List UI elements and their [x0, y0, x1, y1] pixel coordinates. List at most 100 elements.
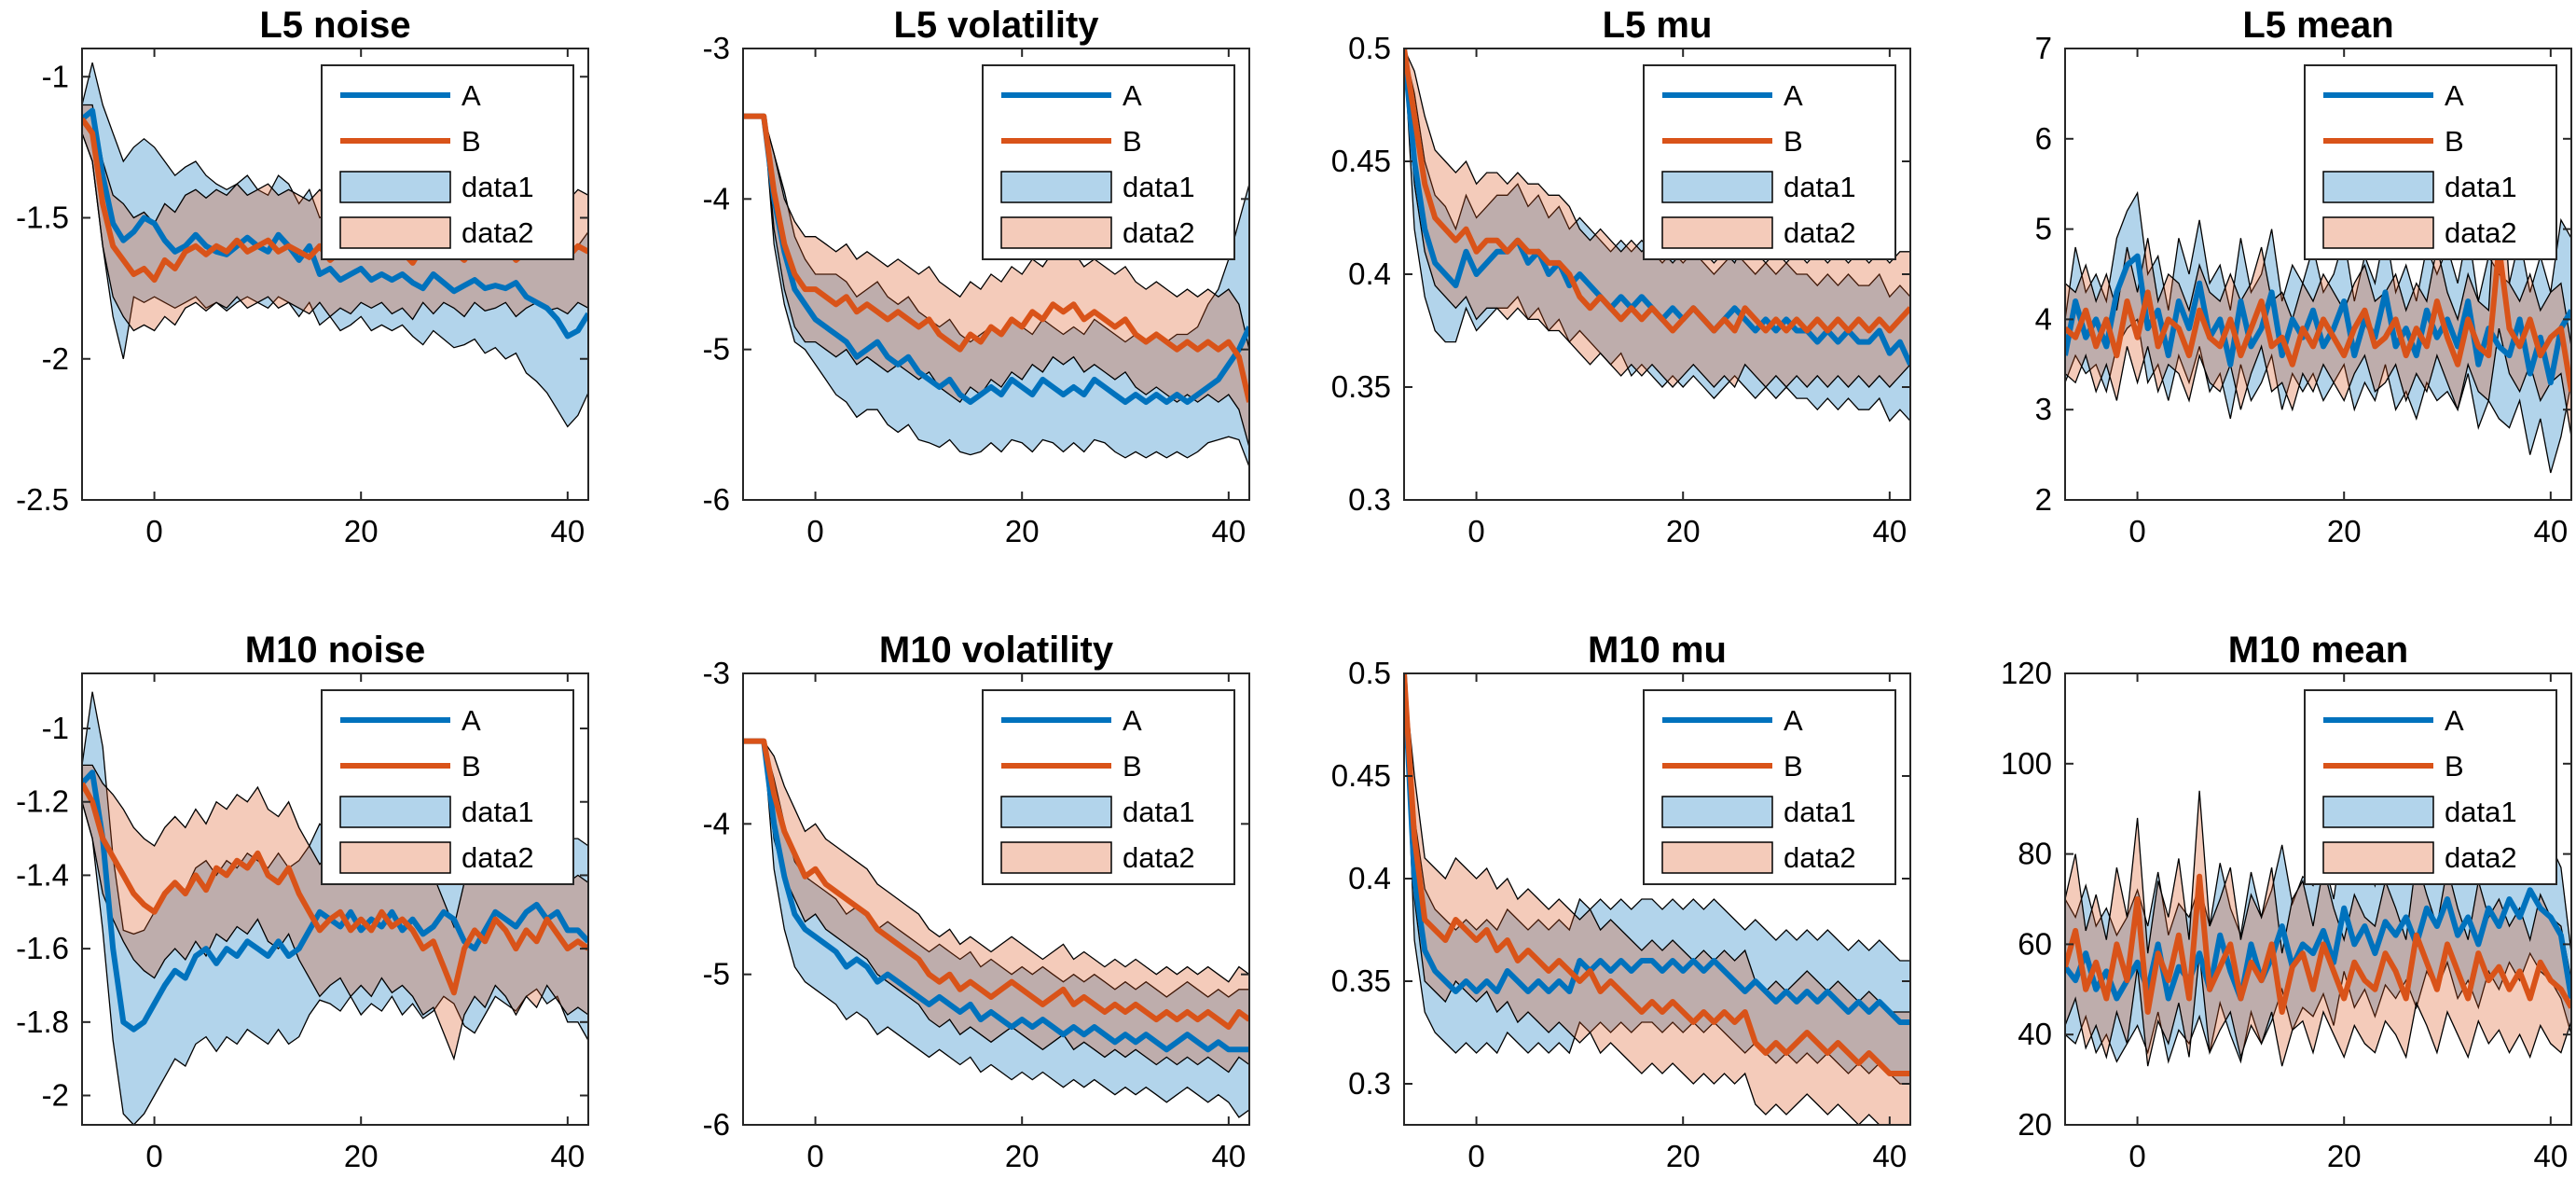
- legend-label-data2: data2: [1784, 216, 1856, 249]
- y-tick-label: 80: [2018, 837, 2052, 871]
- x-tick-label: 40: [550, 1139, 585, 1173]
- band-data2: [743, 740, 1249, 1074]
- x-tick-label: 20: [1005, 1139, 1040, 1173]
- x-tick-label: 40: [1872, 514, 1907, 548]
- series-line-A: [2065, 887, 2571, 1002]
- plot-area: [1404, 49, 1910, 423]
- legend-swatch-data2: [339, 216, 451, 249]
- y-tick-label: -5: [703, 332, 730, 367]
- y-tick-label: 0.45: [1331, 758, 1391, 793]
- y-tick-label: -2: [42, 1078, 69, 1113]
- x-tick-label: 20: [1005, 514, 1040, 548]
- panel-title: L5 noise: [259, 5, 410, 46]
- legend-label-A: A: [2445, 79, 2464, 112]
- axes-box: [81, 48, 589, 501]
- y-tick-label: 0.3: [1348, 482, 1391, 517]
- y-tick-label: 0.4: [1348, 256, 1391, 291]
- y-tick-label: 60: [2018, 926, 2052, 961]
- series-line-B: [2065, 244, 2571, 393]
- legend-swatch-data1: [1000, 171, 1112, 203]
- legend-swatch-data2: [1661, 841, 1773, 874]
- legend-label-data2: data2: [1784, 841, 1856, 874]
- y-tick-label: 0.35: [1331, 369, 1391, 404]
- plot-area: [1404, 673, 1910, 1125]
- x-tick-label: 0: [806, 1139, 823, 1173]
- y-tick-label: 2: [2035, 482, 2052, 517]
- series-line-A: [743, 738, 1249, 1053]
- y-tick-label: -2: [42, 341, 69, 376]
- legend-swatch-data1: [1000, 796, 1112, 828]
- legend-label-data2: data2: [2445, 216, 2517, 249]
- y-tick-label: 0.5: [1348, 31, 1391, 65]
- legend-label-data1: data1: [2445, 796, 2517, 828]
- y-tick-label: 100: [2001, 746, 2052, 781]
- y-tick-label: -1.2: [16, 784, 69, 819]
- axes-box: [742, 672, 1250, 1126]
- legend-label-data2: data2: [1123, 841, 1195, 874]
- y-tick-label: 0.4: [1348, 861, 1391, 895]
- y-tick-label: -1.5: [16, 201, 69, 235]
- legend-label-data2: data2: [1123, 216, 1195, 249]
- y-tick-label: 5: [2035, 212, 2052, 246]
- axes-box: [81, 672, 589, 1126]
- legend-swatch-data1: [1661, 796, 1773, 828]
- panel-title: M10 noise: [245, 630, 425, 671]
- x-tick-label: 40: [1211, 514, 1246, 548]
- plot-area: [743, 738, 1249, 1118]
- panel-title: L5 mu: [1603, 5, 1713, 46]
- plot-area: [82, 691, 588, 1125]
- legend-label-A: A: [1123, 704, 1142, 737]
- band-data2: [743, 115, 1249, 448]
- band-data2: [82, 764, 588, 1061]
- y-tick-label: 40: [2018, 1017, 2052, 1051]
- y-tick-label: -2.5: [16, 482, 69, 517]
- legend-label-data1: data1: [1123, 171, 1195, 203]
- x-tick-label: 20: [344, 1139, 379, 1173]
- x-tick-label: 0: [806, 514, 823, 548]
- legend-swatch-data1: [339, 171, 451, 203]
- band-data1: [743, 115, 1249, 467]
- legend-label-A: A: [1123, 79, 1142, 112]
- x-tick-label: 0: [1467, 1139, 1484, 1173]
- x-tick-label: 20: [2327, 514, 2362, 548]
- legend-label-B: B: [2445, 125, 2464, 158]
- x-tick-label: 0: [1467, 514, 1484, 548]
- legend-swatch-data2: [1000, 841, 1112, 874]
- band-data2: [1404, 673, 1910, 1125]
- panel-title: L5 mean: [2242, 5, 2393, 46]
- y-tick-label: 0.3: [1348, 1066, 1391, 1101]
- legend-label-data2: data2: [461, 216, 534, 249]
- x-tick-label: 40: [1211, 1139, 1246, 1173]
- x-tick-label: 0: [145, 514, 162, 548]
- legend-label-A: A: [461, 79, 481, 112]
- y-tick-label: -4: [703, 806, 730, 840]
- y-tick-label: -5: [703, 957, 730, 991]
- y-tick-label: -1: [42, 59, 69, 93]
- legend-label-B: B: [1123, 125, 1142, 158]
- band-data1: [743, 740, 1249, 1118]
- y-tick-label: -6: [703, 482, 730, 517]
- legend-label-B: B: [461, 125, 481, 158]
- legend-swatch-data2: [1000, 216, 1112, 249]
- series-line-B: [743, 113, 1249, 403]
- y-tick-label: -1.8: [16, 1005, 69, 1039]
- legend-swatch-data1: [2322, 796, 2434, 828]
- series-line-A: [82, 107, 588, 340]
- panel-4: -2 -1.8 -1.6 -1.4 -1.2 -1 0 20 40 M10 noise ABdata…: [16, 630, 589, 1173]
- legend-swatch-data2: [2322, 841, 2434, 874]
- legend-swatch-data2: [2322, 216, 2434, 249]
- series-line-B: [82, 782, 588, 996]
- x-tick-label: 0: [2128, 514, 2145, 548]
- series-line-A: [82, 769, 588, 1032]
- y-tick-label: -3: [703, 31, 730, 65]
- axes-box: [742, 48, 1250, 501]
- legend-swatch-data1: [2322, 171, 2434, 203]
